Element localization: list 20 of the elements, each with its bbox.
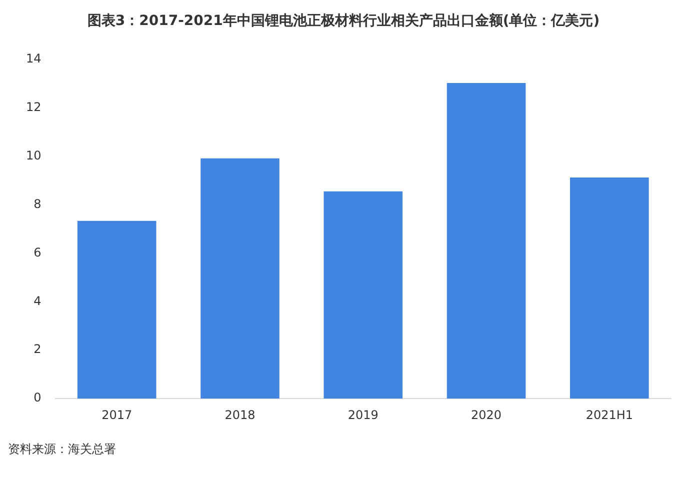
y-tick-label: 0 [34,390,42,405]
x-tick-label: 2017 [102,408,132,422]
x-tick-label: 2018 [224,408,256,422]
bar [77,220,156,399]
y-tick-label: 8 [34,196,42,211]
y-tick-label: 10 [26,148,42,162]
y-tick-label: 2 [34,342,42,356]
y-tick-label: 4 [34,294,42,308]
x-tick-label: 2019 [348,408,378,422]
y-tick-label: 6 [34,245,42,260]
x-tick-label: 2021H1 [586,408,634,422]
bar [570,178,649,399]
bar [446,82,526,399]
bar [200,158,280,399]
y-tick-label: 14 [26,51,42,66]
x-tick-label: 2020 [471,408,502,422]
text: 资料来源：海关总署 [8,442,116,456]
chart-title: 图表3：2017-2021年中国锂电池正极材料行业相关产品出口金额(单位：亿美元) [86,12,601,31]
y-tick-label: 12 [26,100,42,114]
bar [324,191,403,399]
